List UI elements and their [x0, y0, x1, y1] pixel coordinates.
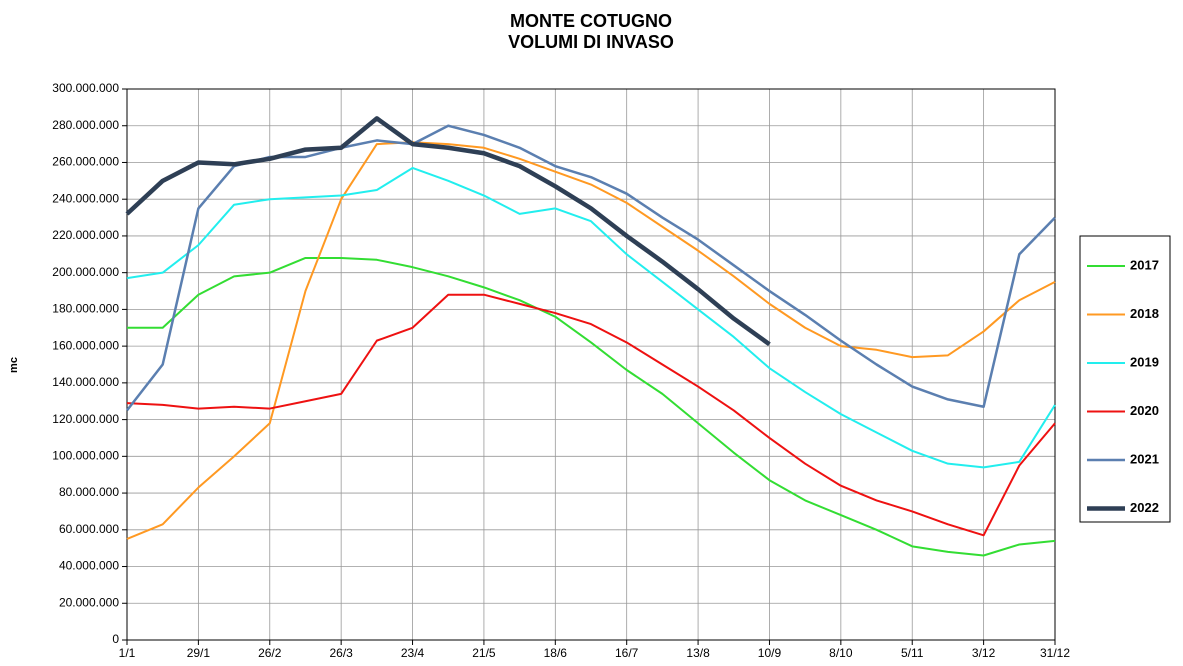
x-tick-label: 29/1 — [187, 646, 211, 660]
legend-label: 2021 — [1130, 451, 1159, 466]
x-tick-label: 26/2 — [258, 646, 282, 660]
y-tick-label: 80.000.000 — [59, 485, 119, 499]
series-line — [126, 166, 1056, 469]
x-tick-label: 1/1 — [119, 646, 136, 660]
legend-label: 2020 — [1130, 403, 1159, 418]
x-tick-label: 3/12 — [972, 646, 996, 660]
legend-label: 2018 — [1130, 306, 1159, 321]
x-tick-label: 18/6 — [544, 646, 568, 660]
y-tick-label: 140.000.000 — [52, 375, 119, 389]
series-line — [126, 141, 1056, 540]
legend-label: 2019 — [1130, 354, 1159, 369]
y-tick-label: 200.000.000 — [52, 265, 119, 279]
x-tick-label: 23/4 — [401, 646, 425, 660]
x-tick-label: 5/11 — [901, 646, 924, 660]
x-tick-label: 10/9 — [758, 646, 782, 660]
y-tick-label: 60.000.000 — [59, 522, 119, 536]
chart-title: MONTE COTUGNO — [510, 11, 672, 31]
y-tick-label: 240.000.000 — [52, 191, 119, 205]
plot-frame — [126, 88, 1056, 641]
y-tick-label: 260.000.000 — [52, 155, 119, 169]
y-tick-label: 160.000.000 — [52, 338, 119, 352]
legend-box — [1079, 235, 1171, 523]
y-tick-label: 280.000.000 — [52, 118, 119, 132]
y-tick-label: 300.000.000 — [52, 81, 119, 95]
x-tick-label: 16/7 — [615, 646, 639, 660]
series-line — [126, 293, 1056, 537]
y-tick-label: 0 — [112, 632, 119, 646]
chart-subtitle: VOLUMI DI INVASO — [508, 32, 674, 52]
y-tick-label: 40.000.000 — [59, 559, 119, 573]
y-tick-label: 100.000.000 — [52, 449, 119, 463]
y-tick-label: 20.000.000 — [59, 595, 119, 609]
y-tick-label: 120.000.000 — [52, 412, 119, 426]
x-tick-label: 21/5 — [472, 646, 496, 660]
legend-label: 2022 — [1130, 500, 1159, 515]
series-line — [127, 256, 1056, 557]
x-tick-label: 31/12 — [1040, 646, 1070, 660]
x-tick-label: 26/3 — [329, 646, 353, 660]
y-tick-label: 180.000.000 — [52, 302, 119, 316]
y-axis-label: mc — [8, 357, 20, 373]
series-line — [126, 124, 1056, 412]
y-tick-label: 220.000.000 — [52, 228, 119, 242]
legend-label: 2017 — [1130, 257, 1159, 272]
x-tick-label: 13/8 — [686, 646, 710, 660]
series-line — [125, 116, 771, 347]
x-tick-label: 8/10 — [829, 646, 853, 660]
